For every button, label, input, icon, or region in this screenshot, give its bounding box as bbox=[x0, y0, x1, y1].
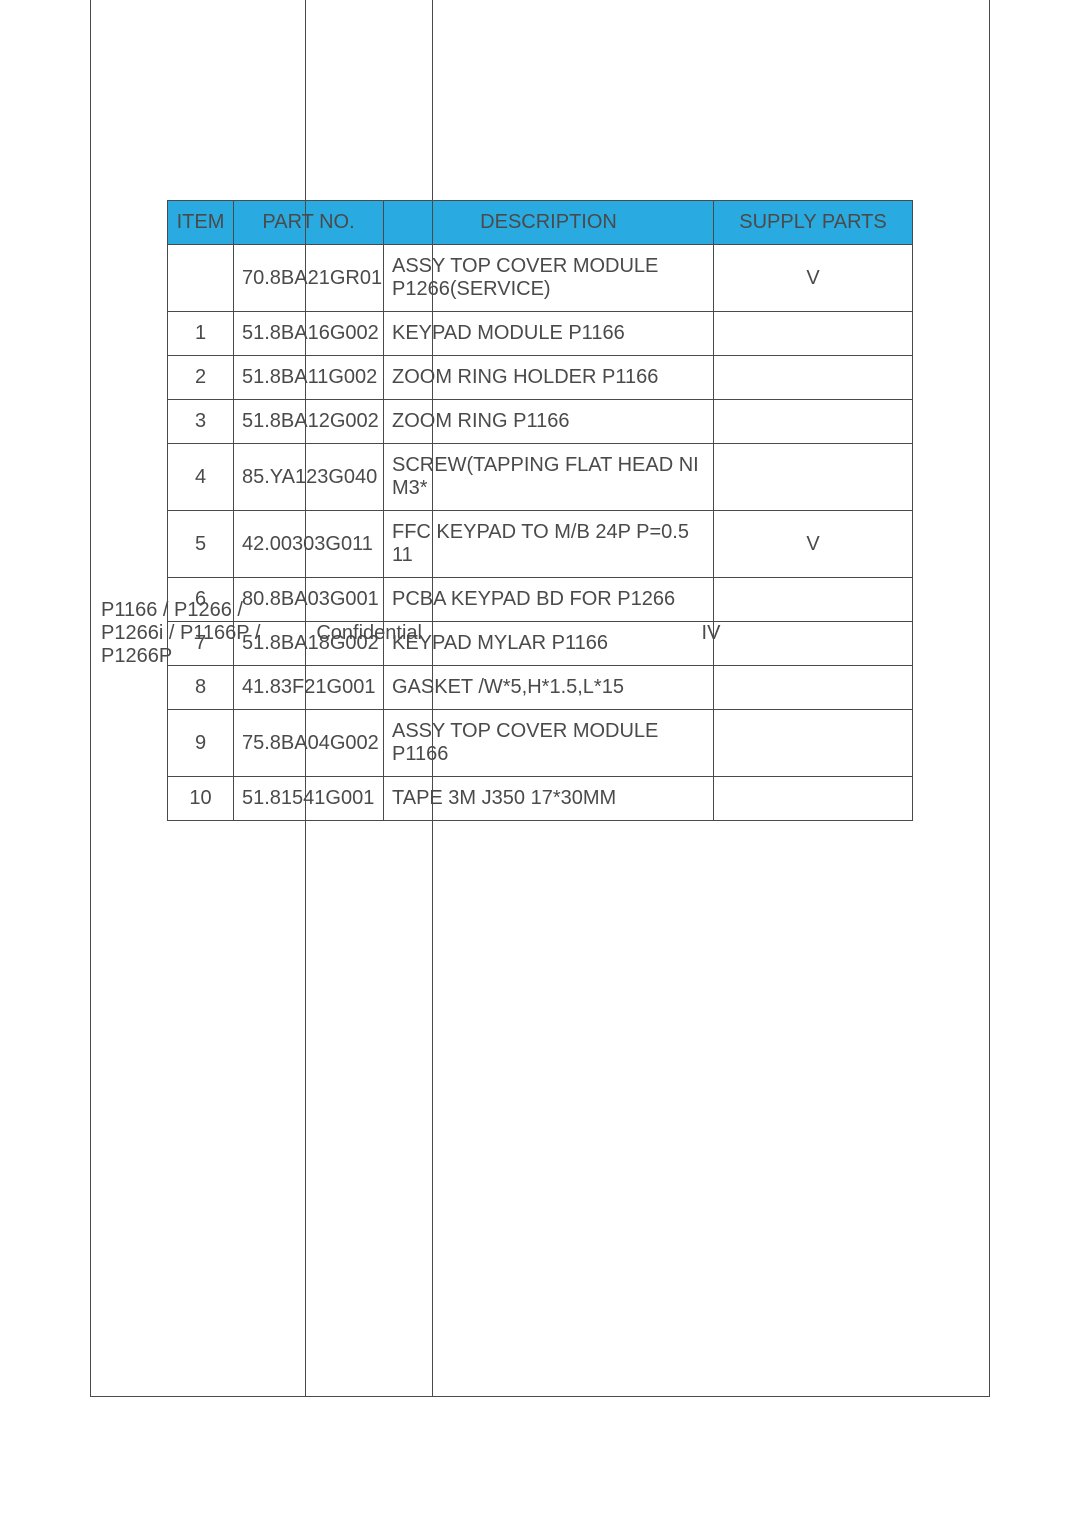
footer-bar: P1166 / P1266 / P1266i / P1166P / P1266P… bbox=[90, 0, 990, 1397]
page: ITEM PART NO. DESCRIPTION SUPPLY PARTS 7… bbox=[0, 0, 1080, 1527]
page-footer: P1166 / P1266 / P1266i / P1166P / P1266P… bbox=[90, 0, 990, 1397]
footer-model: P1166 / P1266 / P1266i / P1166P / P1266P bbox=[90, 0, 305, 1397]
footer-confidential: Confidential bbox=[305, 0, 432, 1397]
footer-page-number: IV bbox=[432, 0, 990, 1397]
